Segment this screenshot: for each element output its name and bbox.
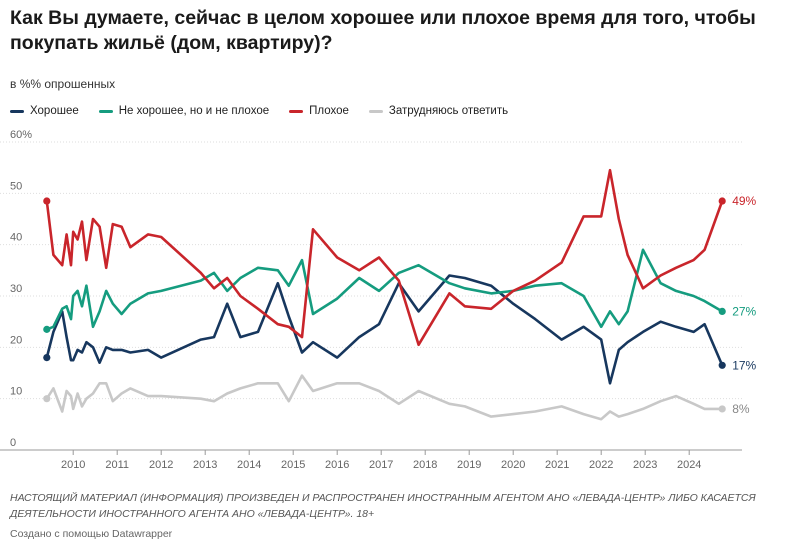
series-end-label-2: 49% (732, 194, 756, 208)
series-start-point-0 (43, 354, 51, 362)
legend-label-neutral: Не хорошее, но и не плохое (118, 105, 270, 117)
x-tick-label-2019: 2019 (457, 459, 481, 470)
x-tick-label-2023: 2023 (633, 459, 657, 470)
x-tick-label-2018: 2018 (413, 459, 437, 470)
legend-label-good: Хорошее (30, 105, 79, 117)
series-end-point-0 (718, 361, 726, 369)
y-tick-label-40: 40 (10, 232, 22, 244)
chart-title: Как Вы думаете, сейчас в целом хорошее и… (10, 7, 756, 54)
y-tick-label-20: 20 (10, 334, 22, 346)
series-end-label-3: 8% (732, 402, 750, 416)
x-tick-label-2022: 2022 (589, 459, 613, 470)
series-start-point-1 (43, 325, 51, 333)
legend-swatch-unsure (368, 109, 383, 113)
x-tick-label-2015: 2015 (281, 459, 305, 470)
series-start-point-3 (43, 395, 51, 403)
y-tick-label-0: 0 (10, 437, 16, 449)
x-tick-label-2017: 2017 (369, 459, 393, 470)
series-end-point-3 (718, 405, 726, 413)
legend-item-neutral: Не хорошее, но и не плохое (98, 105, 270, 117)
x-tick-label-2021: 2021 (545, 459, 569, 470)
x-tick-label-2011: 2011 (105, 459, 129, 470)
legend-swatch-neutral (98, 109, 113, 113)
legend-swatch-good (10, 109, 24, 113)
series-end-point-2 (718, 197, 726, 205)
series-line-1 (45, 248, 724, 331)
legend-item-unsure: Затрудняюсь ответить (368, 105, 509, 117)
line-chart: 0 10 20 30 40 50 60% 2010 2011 2012 2013 2014 2015 20… (0, 130, 757, 470)
x-tick-label-2016: 2016 (325, 459, 349, 470)
series-line-0 (45, 274, 724, 385)
x-tick-label-2024: 2024 (677, 459, 701, 470)
series-end-point-1 (718, 307, 726, 315)
series-line-2 (45, 168, 724, 347)
foreign-agent-disclaimer: НАСТОЯЩИЙ МАТЕРИАЛ (ИНФОРМАЦИЯ) ПРОИЗВЕД… (10, 492, 756, 520)
series-end-label-1: 27% (732, 304, 756, 318)
chart-subtitle: в %% опрошенных (10, 77, 116, 91)
legend: Хорошее Не хорошее, но и не плохое Плохо… (10, 105, 508, 117)
x-tick-label-2012: 2012 (149, 459, 173, 470)
legend-item-bad: Плохое (289, 105, 349, 117)
y-tick-label-10: 10 (10, 386, 22, 398)
y-tick-label-50: 50 (10, 180, 22, 192)
datawrapper-credit: Создано с помощью Datawrapper (10, 528, 173, 540)
x-tick-label-2020: 2020 (501, 459, 525, 470)
x-tick-label-2013: 2013 (193, 459, 217, 470)
legend-item-good: Хорошее (10, 105, 79, 117)
series-end-label-0: 17% (732, 358, 756, 372)
x-tick-label-2010: 2010 (61, 459, 85, 470)
y-tick-label-30: 30 (10, 283, 22, 295)
series-start-point-2 (43, 197, 51, 205)
legend-label-unsure: Затрудняюсь ответить (388, 105, 509, 117)
legend-swatch-bad (289, 109, 304, 113)
legend-label-bad: Плохое (309, 105, 349, 117)
series-line-3 (45, 374, 724, 421)
x-tick-label-2014: 2014 (237, 459, 261, 470)
y-tick-label-60: 60% (10, 130, 32, 141)
